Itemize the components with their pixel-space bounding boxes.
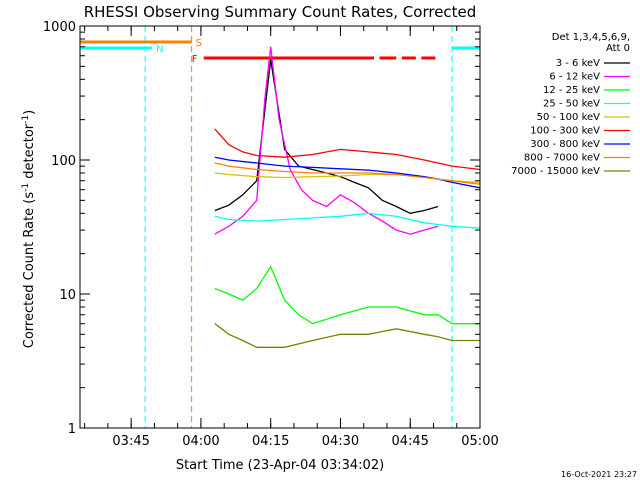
plot-frame [79, 25, 481, 429]
x-tick-label: 05:00 [461, 434, 498, 449]
y-tick-label: 1 [68, 422, 76, 437]
legend-label: 800 - 7000 keV [524, 153, 600, 164]
y-tick-label: 1000 [43, 20, 76, 35]
y-tick-label: 10 [59, 288, 76, 303]
x-tick-label: 04:30 [322, 434, 359, 449]
legend-label: 25 - 50 keV [543, 99, 600, 110]
series-line [214, 128, 480, 171]
legend: 3 - 6 keV 6 - 12 keV 12 - 25 keV 25 - 50 ke… [511, 58, 630, 177]
legend-label: 7000 - 15000 keV [511, 166, 600, 177]
legend-label: 6 - 12 keV [549, 72, 600, 83]
legend-label: 3 - 6 keV [556, 58, 600, 69]
footer-timestamp: 16-Oct-2021 23:27 [561, 470, 637, 479]
series-line [214, 162, 480, 185]
legend-label: 300 - 800 keV [530, 139, 600, 150]
y-axis-label-mid: detector [22, 123, 37, 183]
y-axis-label-sup1: -1 [21, 183, 31, 192]
flag-label-s: S [196, 38, 202, 49]
x-tick-label: 04:00 [182, 434, 219, 449]
x-tick-label: 04:45 [391, 434, 428, 449]
y-axis-label-main: Corrected Count Rate (s [22, 192, 37, 349]
flag-label-n: N [156, 44, 163, 55]
series-line [214, 46, 439, 235]
y-axis-label-sup2: -1 [21, 115, 31, 124]
x-axis-label: Start Time (23-Apr-04 03:34:02) [176, 458, 384, 473]
legend-label: 12 - 25 keV [543, 85, 600, 96]
series-line [214, 323, 480, 348]
y-axis-label-end: ) [22, 110, 37, 115]
legend-label: 50 - 100 keV [537, 112, 601, 123]
series-line [214, 156, 480, 189]
legend-label: 100 - 300 keV [530, 126, 600, 137]
legend-header-line2: Att 0 [606, 43, 630, 54]
series-line [214, 265, 480, 325]
flag-label-f: F [192, 54, 198, 65]
y-axis-label: Corrected Count Rate (s-1 detector-1) [21, 110, 37, 348]
series-line [214, 212, 480, 229]
y-tick-label: 100 [51, 154, 76, 169]
x-tick-label: 04:15 [252, 434, 289, 449]
x-tick-label: 03:45 [112, 434, 149, 449]
legend-header-line1: Det 1,3,4,5,6,9, [552, 32, 630, 43]
chart-title: RHESSI Observing Summary Count Rates, Co… [84, 3, 477, 21]
